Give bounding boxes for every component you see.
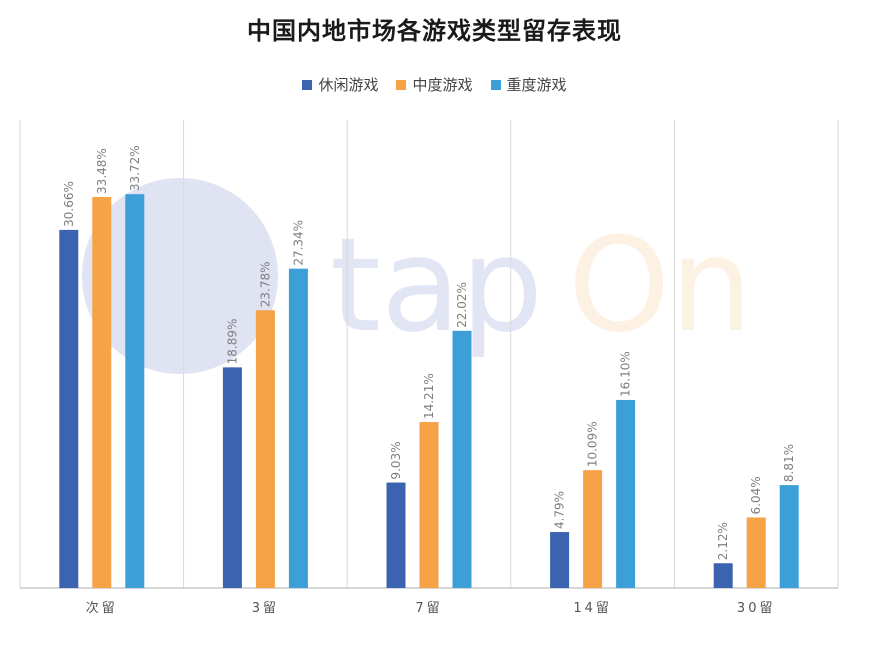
x-tick-label: 3留: [252, 601, 279, 616]
data-label: 18.89%: [225, 319, 239, 365]
legend-swatch-casual: [302, 79, 313, 90]
data-label: 33.48%: [95, 148, 109, 194]
bar: [550, 532, 570, 588]
bar: [386, 482, 406, 588]
data-label: 4.79%: [553, 491, 567, 529]
legend-item-casual: 休闲游戏: [302, 74, 378, 95]
legend-label-hardcore: 重度游戏: [506, 76, 567, 94]
bar: [288, 268, 308, 588]
data-label: 14.21%: [422, 373, 436, 419]
data-label: 8.81%: [782, 444, 796, 482]
bar: [59, 229, 79, 588]
data-label: 10.09%: [586, 421, 600, 467]
bar: [583, 470, 603, 588]
bar: [255, 310, 275, 588]
bar: [125, 194, 145, 589]
legend-swatch-hardcore: [490, 79, 501, 90]
bar: [92, 196, 112, 588]
data-label: 2.12%: [716, 522, 730, 560]
x-tick-label: 30留: [737, 601, 776, 616]
data-label: 23.78%: [258, 261, 272, 307]
legend-label-casual: 休闲游戏: [318, 76, 379, 94]
data-label: 6.04%: [749, 476, 763, 514]
bar: [222, 367, 242, 588]
x-tick-label: 次留: [86, 600, 118, 616]
bar: [452, 330, 472, 588]
legend-item-hardcore: 重度游戏: [490, 74, 567, 95]
data-label: 16.10%: [619, 351, 633, 397]
bar: [713, 563, 733, 588]
data-label: 33.72%: [128, 145, 142, 191]
legend-item-midcore: 中度游戏: [396, 74, 473, 95]
chart-legend: 休闲游戏 中度游戏 重度游戏: [0, 74, 869, 95]
bar: [746, 517, 766, 588]
x-tick-label: 14留: [573, 601, 612, 616]
data-label: 9.03%: [389, 441, 403, 479]
x-tick-label: 7留: [415, 601, 442, 616]
legend-swatch-midcore: [396, 79, 407, 90]
bar: [419, 422, 439, 588]
chart-title: 中国内地市场各游戏类型留存表现: [247, 17, 622, 45]
bar: [616, 399, 636, 588]
data-label: 27.34%: [291, 220, 305, 266]
bar: [779, 485, 799, 588]
data-label: 22.02%: [455, 282, 469, 328]
legend-label-midcore: 中度游戏: [412, 76, 473, 94]
data-label: 30.66%: [62, 181, 76, 227]
